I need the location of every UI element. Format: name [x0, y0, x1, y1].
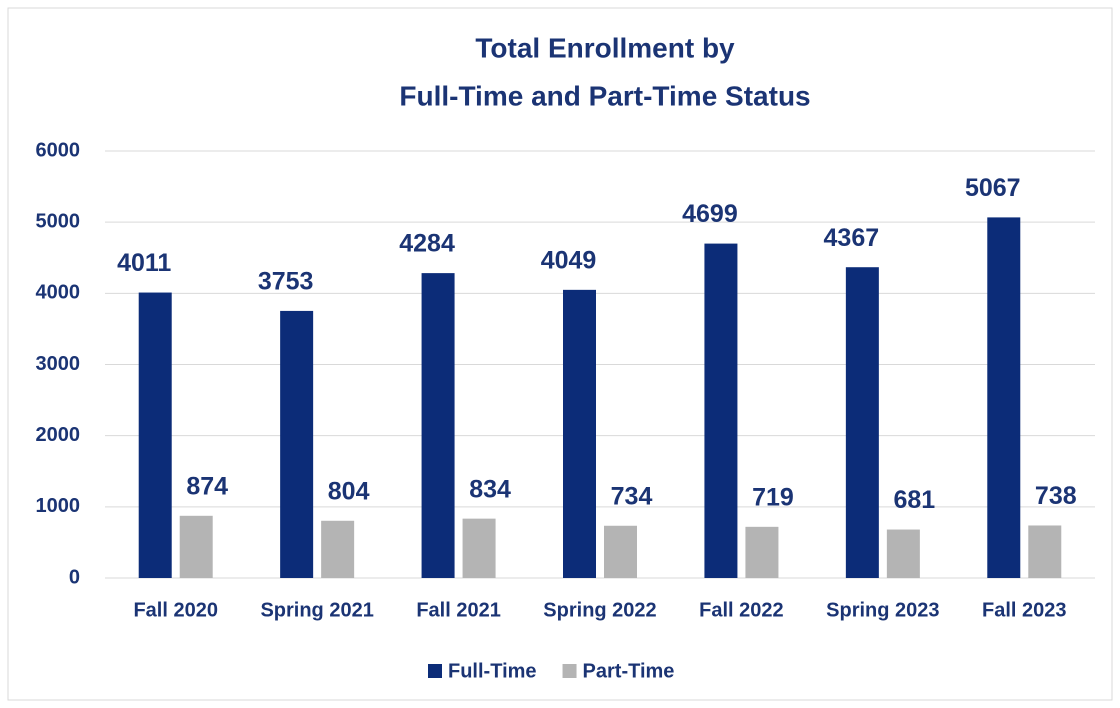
bar [280, 310, 314, 578]
legend-label: Full-Time [448, 660, 537, 682]
bar [1028, 525, 1062, 578]
y-tick-label: 2000 [36, 424, 81, 446]
y-tick-label: 4000 [36, 282, 81, 304]
y-tick-label: 0 [69, 566, 80, 588]
data-label: 4011 [117, 249, 171, 277]
data-label: 3753 [258, 268, 314, 296]
legend-swatch [428, 664, 442, 678]
x-tick-label: Spring 2022 [543, 599, 656, 621]
x-tick-label: Fall 2022 [699, 599, 784, 621]
data-label: 4049 [541, 246, 597, 274]
chart-title: Total Enrollment by [475, 32, 735, 63]
bar [321, 520, 355, 578]
bar [745, 526, 779, 578]
data-label: 719 [752, 483, 794, 511]
x-tick-label: Fall 2023 [982, 599, 1067, 621]
y-tick-label: 3000 [36, 353, 81, 375]
bar [462, 518, 496, 578]
data-label: 4284 [399, 230, 455, 258]
bar [704, 243, 738, 578]
x-tick-label: Fall 2020 [133, 599, 218, 621]
chart-border [7, 7, 1113, 701]
bar [886, 529, 920, 578]
data-label: 734 [611, 482, 653, 510]
data-label: 681 [893, 486, 935, 514]
bar [138, 292, 172, 578]
bar [987, 217, 1021, 578]
x-tick-label: Spring 2021 [260, 599, 373, 621]
bar [179, 515, 213, 578]
chart-title: Full-Time and Part-Time Status [399, 80, 810, 111]
y-tick-label: 5000 [36, 210, 81, 232]
legend-label: Part-Time [583, 660, 675, 682]
x-tick-label: Spring 2023 [826, 599, 939, 621]
data-label: 874 [186, 472, 228, 500]
y-tick-label: 6000 [36, 139, 81, 161]
x-tick-label: Fall 2021 [416, 599, 501, 621]
data-label: 4699 [682, 200, 738, 228]
bar [563, 289, 596, 578]
data-label: 5067 [965, 174, 1021, 202]
bar [421, 273, 455, 578]
data-label: 4367 [824, 224, 880, 252]
y-tick-label: 1000 [36, 495, 81, 517]
legend-swatch [562, 664, 577, 678]
data-label: 738 [1035, 482, 1077, 510]
bar [845, 267, 879, 578]
data-label: 834 [469, 475, 511, 503]
bar [604, 525, 637, 578]
data-label: 804 [328, 477, 370, 505]
